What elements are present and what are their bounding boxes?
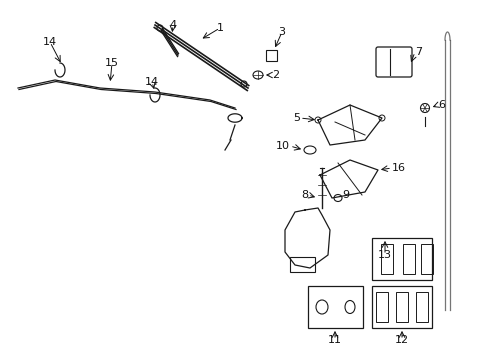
Text: 9: 9	[341, 190, 348, 200]
Text: 13: 13	[377, 250, 391, 260]
Bar	[375, 292, 387, 322]
Text: 4: 4	[169, 20, 176, 30]
Text: 16: 16	[391, 163, 405, 173]
Text: 6: 6	[437, 100, 444, 110]
Text: 14: 14	[43, 37, 57, 47]
Bar	[420, 244, 432, 274]
Text: 10: 10	[275, 141, 289, 151]
Bar	[415, 292, 427, 322]
Bar	[289, 257, 314, 272]
Bar	[380, 244, 392, 274]
Text: 15: 15	[105, 58, 119, 68]
Text: 2: 2	[271, 70, 279, 80]
Bar	[371, 286, 431, 328]
Bar	[402, 244, 414, 274]
Text: 7: 7	[414, 47, 421, 57]
Text: 5: 5	[292, 113, 299, 123]
Bar	[307, 286, 362, 328]
Bar	[395, 292, 407, 322]
Text: 3: 3	[278, 27, 285, 37]
Bar	[266, 50, 277, 60]
Text: 12: 12	[394, 335, 408, 345]
Text: 11: 11	[327, 335, 341, 345]
Bar	[371, 238, 431, 280]
Text: 14: 14	[144, 77, 159, 87]
Text: 1: 1	[216, 23, 223, 33]
Text: 8: 8	[300, 190, 307, 200]
